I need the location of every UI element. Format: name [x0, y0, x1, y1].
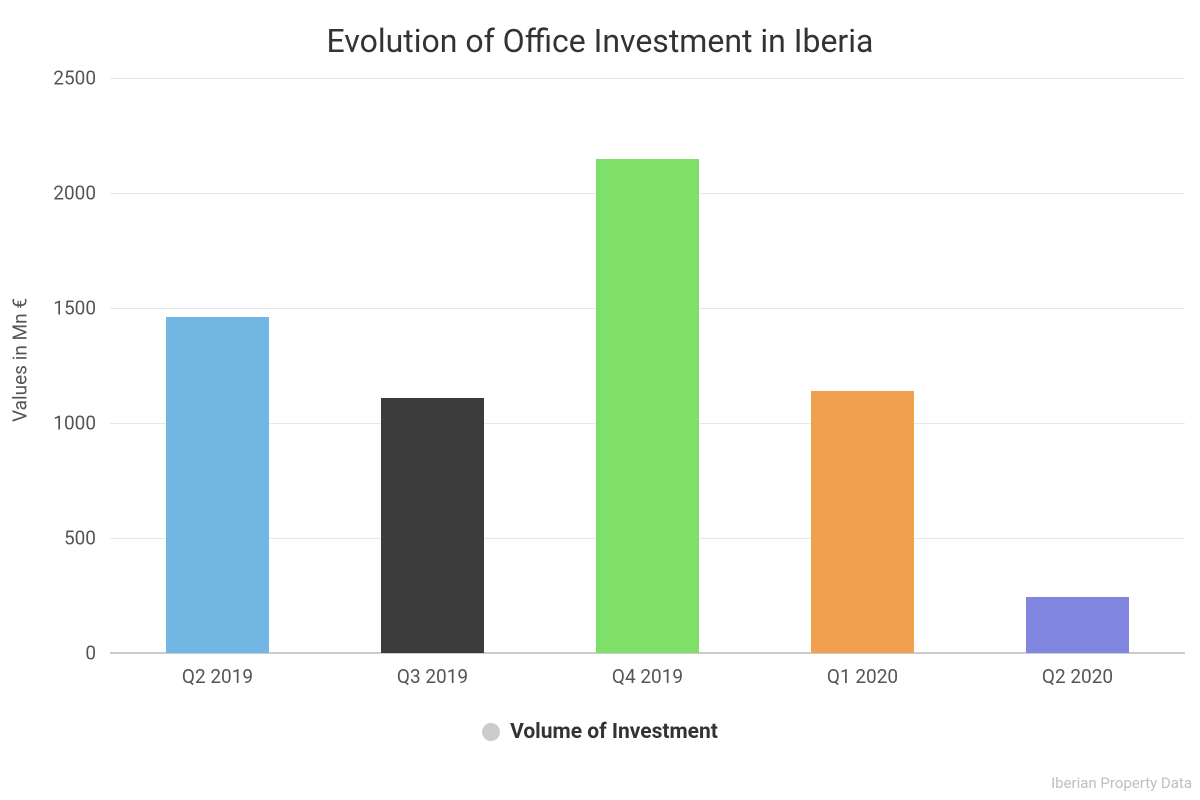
y-tick-label: 2500 [53, 67, 110, 90]
attribution-text: Iberian Property Data [1051, 774, 1192, 792]
x-tick-label: Q2 2019 [182, 653, 253, 688]
y-axis-label: Values in Mn € [9, 298, 32, 422]
chart-title: Evolution of Office Investment in Iberia [0, 22, 1200, 60]
y-tick-label: 0 [85, 642, 110, 665]
x-tick-label: Q2 2020 [1042, 653, 1113, 688]
y-tick-label: 2000 [53, 182, 110, 205]
plot-area: 05001000150020002500Q2 2019Q3 2019Q4 201… [110, 78, 1185, 653]
bar-chart: Evolution of Office Investment in Iberia… [0, 0, 1200, 800]
bar [1026, 597, 1129, 653]
bar [596, 159, 699, 654]
x-tick-label: Q4 2019 [612, 653, 683, 688]
gridline [110, 78, 1185, 79]
y-tick-label: 500 [64, 527, 110, 550]
bar [381, 398, 484, 653]
bar [166, 317, 269, 653]
bar [811, 391, 914, 653]
legend: Volume of Investment [0, 720, 1200, 744]
legend-label: Volume of Investment [510, 720, 718, 744]
y-tick-label: 1000 [53, 412, 110, 435]
x-tick-label: Q1 2020 [827, 653, 898, 688]
y-tick-label: 1500 [53, 297, 110, 320]
x-tick-label: Q3 2019 [397, 653, 468, 688]
legend-marker-icon [482, 723, 500, 741]
